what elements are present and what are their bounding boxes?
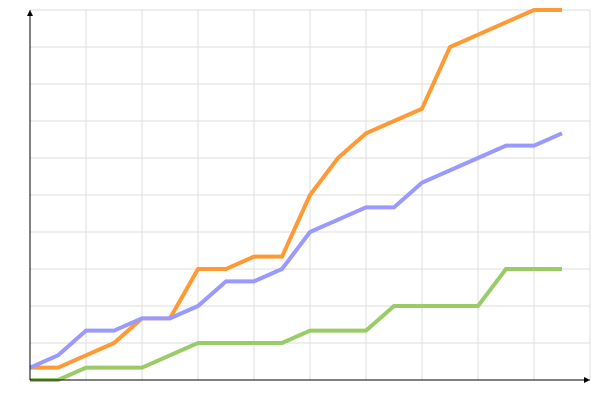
series-group — [29, 8, 563, 382]
x-axis-arrow-icon — [584, 377, 590, 383]
series-line-3 — [30, 267, 562, 382]
series-line-2 — [29, 131, 563, 370]
y-axis-arrow-icon — [27, 10, 33, 16]
axes — [27, 10, 590, 383]
series-line-1 — [30, 8, 562, 370]
